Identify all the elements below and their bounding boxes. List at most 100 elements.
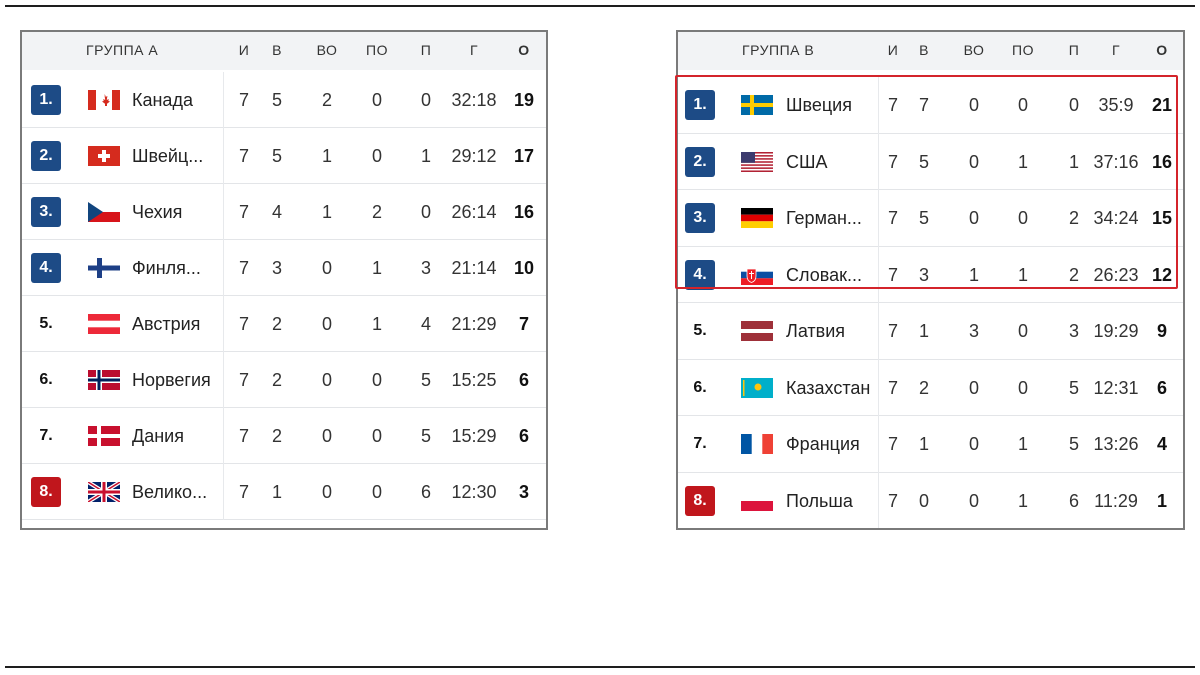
cell-goals: 34:24 xyxy=(1093,208,1139,228)
column-header-games: И xyxy=(238,42,250,58)
column-header-goals: Г xyxy=(469,42,479,58)
table-row[interactable]: 4. Финля... 7 3 0 1 3 21:14 10 xyxy=(22,240,546,296)
table-row[interactable]: 7. Франция 7 1 0 1 5 13:26 4 xyxy=(678,416,1183,473)
playoff-highlight-box xyxy=(675,75,1178,289)
team-name[interactable]: Австрия xyxy=(132,314,201,334)
group-title: ГРУППА В xyxy=(742,42,815,58)
cell-wins: 2 xyxy=(271,370,282,390)
cell-ot_losses: 1 xyxy=(1017,151,1028,172)
table-row[interactable]: 1. Канада 7 5 2 0 0 32:18 19 xyxy=(22,72,546,128)
table-row[interactable]: 7. Дания 7 2 0 0 5 15:29 6 xyxy=(22,408,546,464)
column-divider xyxy=(878,472,879,528)
cell-goals: 12:30 xyxy=(451,482,497,502)
column-header-goals: Г xyxy=(1111,42,1121,58)
table-row[interactable]: 2. США 7 5 0 1 1 37:16 16 xyxy=(678,133,1183,190)
cell-ot_wins: 0 xyxy=(968,377,979,398)
team-name[interactable]: Дания xyxy=(132,426,184,446)
team-name[interactable]: Франция xyxy=(786,434,860,454)
team-name[interactable]: США xyxy=(786,151,828,172)
table-row[interactable]: 6. Казахстан 7 2 0 0 5 12:31 6 xyxy=(678,359,1183,416)
column-divider xyxy=(223,72,224,128)
table-row[interactable]: 4. Словак... 7 3 1 1 2 26:23 12 xyxy=(678,246,1183,303)
cell-ot_wins: 0 xyxy=(968,434,979,454)
rank-badge: 5. xyxy=(693,322,707,340)
table-header: ГРУППА В И В ВО ПО П Г О xyxy=(678,32,1183,70)
cell-wins: 5 xyxy=(271,90,282,110)
team-name[interactable]: Словак... xyxy=(786,264,862,285)
column-header-wins: В xyxy=(919,42,929,58)
cell-goals: 37:16 xyxy=(1093,151,1139,172)
cell-ot_wins: 0 xyxy=(968,490,979,511)
team-name[interactable]: Канада xyxy=(132,90,193,110)
rank-badge: 6. xyxy=(39,371,53,388)
cell-ot_losses: 0 xyxy=(1017,95,1028,115)
table-row[interactable]: 5. Латвия 7 1 3 0 3 19:29 9 xyxy=(678,303,1183,360)
rank-badge: 6. xyxy=(693,378,707,396)
finland-flag xyxy=(88,258,120,278)
column-divider xyxy=(878,359,879,416)
team-name[interactable]: Велико... xyxy=(132,482,208,502)
team-name[interactable]: Казахстан xyxy=(786,377,871,398)
cell-points: 9 xyxy=(1156,321,1167,341)
cell-ot_losses: 0 xyxy=(1017,321,1028,341)
cell-losses: 0 xyxy=(1068,95,1079,115)
cell-ot_losses: 2 xyxy=(371,202,382,222)
rank-badge: 2. xyxy=(31,141,61,171)
table-row[interactable]: 8. Польша 7 0 0 1 6 11:29 1 xyxy=(678,472,1183,528)
cell-losses: 6 xyxy=(420,482,431,502)
cell-points: 15 xyxy=(1151,208,1173,228)
table-header: ГРУППА А И В ВО ПО П Г О xyxy=(22,32,546,70)
table-row[interactable]: 1. Швеция 7 7 0 0 0 35:9 21 xyxy=(678,77,1183,134)
team-name[interactable]: Польша xyxy=(786,490,853,511)
cell-losses: 3 xyxy=(1068,321,1079,341)
table-row[interactable]: 6. Норвегия 7 2 0 0 5 15:25 6 xyxy=(22,352,546,408)
cell-points: 7 xyxy=(518,314,529,334)
cell-losses: 2 xyxy=(1068,264,1079,285)
rank-badge: 3. xyxy=(31,197,61,227)
team-name[interactable]: Швейц... xyxy=(132,146,204,166)
cell-points: 12 xyxy=(1151,264,1173,285)
cell-games: 7 xyxy=(238,370,249,390)
column-header-games: И xyxy=(887,42,899,58)
cell-points: 16 xyxy=(1151,151,1173,172)
cell-points: 6 xyxy=(518,370,529,390)
team-name[interactable]: Чехия xyxy=(132,202,183,222)
slovakia-flag xyxy=(741,264,773,285)
table-row[interactable]: 5. Австрия 7 2 0 1 4 21:29 7 xyxy=(22,296,546,352)
cell-games: 7 xyxy=(887,490,898,511)
cell-losses: 4 xyxy=(420,314,431,334)
table-row[interactable]: 2. Швейц... 7 5 1 0 1 29:12 17 xyxy=(22,128,546,184)
table-row[interactable]: 8. Велико... 7 1 0 0 6 12:30 3 xyxy=(22,464,546,520)
cell-ot_losses: 0 xyxy=(1017,208,1028,228)
column-divider xyxy=(223,296,224,352)
cell-ot_losses: 0 xyxy=(371,146,382,166)
rank-badge: 7. xyxy=(693,435,707,453)
table-row[interactable]: 3. Чехия 7 4 1 2 0 26:14 16 xyxy=(22,184,546,240)
cell-games: 7 xyxy=(238,202,249,222)
cell-wins: 3 xyxy=(271,258,282,278)
cell-losses: 5 xyxy=(420,370,431,390)
cell-losses: 0 xyxy=(420,202,431,222)
cell-games: 7 xyxy=(887,264,898,285)
cell-goals: 15:25 xyxy=(451,370,497,390)
column-header-wins: В xyxy=(272,42,282,58)
team-name[interactable]: Герман... xyxy=(786,208,862,228)
team-name[interactable]: Финля... xyxy=(132,258,201,278)
table-row[interactable]: 3. Герман... 7 5 0 0 2 34:24 15 xyxy=(678,190,1183,247)
cell-goals: 32:18 xyxy=(451,90,497,110)
cell-goals: 13:26 xyxy=(1093,434,1139,454)
team-name[interactable]: Швеция xyxy=(786,95,852,115)
column-divider xyxy=(223,464,224,520)
cell-goals: 21:14 xyxy=(451,258,497,278)
column-divider xyxy=(878,77,879,134)
team-name[interactable]: Латвия xyxy=(786,321,846,341)
group-b-standings-table: ГРУППА В И В ВО ПО П Г О 1. Швеция 7 7 0 0 0 35:9 21 2. СШ… xyxy=(676,30,1185,530)
team-name[interactable]: Норвегия xyxy=(132,370,211,390)
cell-games: 7 xyxy=(238,482,249,502)
cell-goals: 19:29 xyxy=(1093,321,1139,341)
column-header-points: О xyxy=(518,42,530,58)
column-header-ot_losses: ПО xyxy=(1012,42,1034,58)
cell-losses: 5 xyxy=(420,426,431,446)
cell-ot_wins: 1 xyxy=(321,146,332,166)
cell-games: 7 xyxy=(887,208,898,228)
